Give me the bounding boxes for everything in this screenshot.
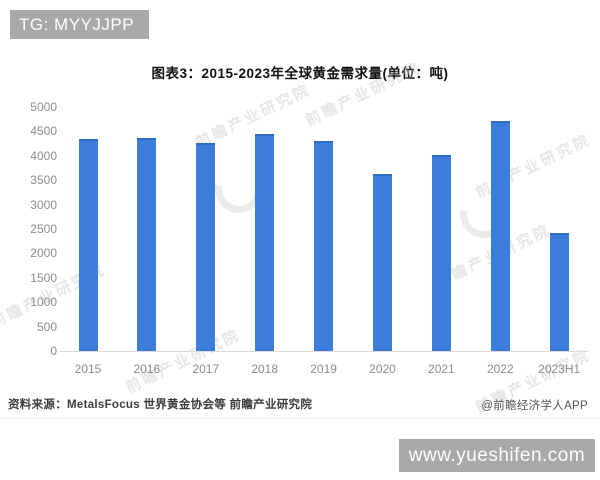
y-tick-4500: 4500 xyxy=(30,124,57,139)
x-label-2020: 2020 xyxy=(369,362,396,376)
chart-title: 图表3：2015-2023年全球黄金需求量(单位：吨) xyxy=(151,66,449,81)
source-note: 资料来源：MetalsFocus 世界黄金协会等 前瞻产业研究院 xyxy=(8,399,313,411)
y-tick-0: 0 xyxy=(50,344,57,358)
x-label-2015: 2015 xyxy=(74,362,102,376)
x-label-2021: 2021 xyxy=(428,362,455,376)
x-label-2022: 2022 xyxy=(486,362,514,376)
bar-2016 xyxy=(137,138,157,351)
y-tick-2500: 2500 xyxy=(30,222,57,236)
y-tick-2000: 2000 xyxy=(30,246,57,261)
bar-2018 xyxy=(255,134,275,351)
bar-2023H1 xyxy=(549,233,569,351)
x-label-2016: 2016 xyxy=(133,362,161,376)
website-banner[interactable]: www.yueshifen.com xyxy=(399,439,595,472)
bar-2021 xyxy=(431,155,451,351)
bar-chart: 前瞻产业研究院 前瞻产业研究院 前瞻产业研究院 前瞻产业研究院 前瞻产业研究院 … xyxy=(0,59,600,417)
divider-line xyxy=(0,418,600,419)
y-tick-5000: 5000 xyxy=(30,100,57,114)
y-tick-3500: 3500 xyxy=(30,173,57,188)
x-label-2017: 2017 xyxy=(192,362,220,376)
bar-2020 xyxy=(373,174,392,351)
bar-2015 xyxy=(78,139,98,351)
watermark-text: 前瞻产业研究院 xyxy=(193,81,314,152)
y-tick-1000: 1000 xyxy=(30,295,57,310)
y-tick-3000: 3000 xyxy=(30,197,57,212)
x-label-2019: 2019 xyxy=(310,362,337,376)
x-axis-line xyxy=(60,351,588,352)
website-url: www.yueshifen.com xyxy=(408,444,586,466)
tg-badge: TG: MYYJJPP xyxy=(10,10,149,39)
y-tick-4000: 4000 xyxy=(30,148,57,163)
y-tick-1500: 1500 xyxy=(30,270,57,285)
x-label-2023H1: 2023H1 xyxy=(538,362,581,376)
y-tick-500: 500 xyxy=(36,319,57,334)
x-label-2018: 2018 xyxy=(251,362,279,376)
bar-2017 xyxy=(196,143,216,351)
bar-2022 xyxy=(490,121,510,351)
credit-note: @前瞻经济学人APP xyxy=(481,400,588,412)
bar-2019 xyxy=(314,141,334,351)
